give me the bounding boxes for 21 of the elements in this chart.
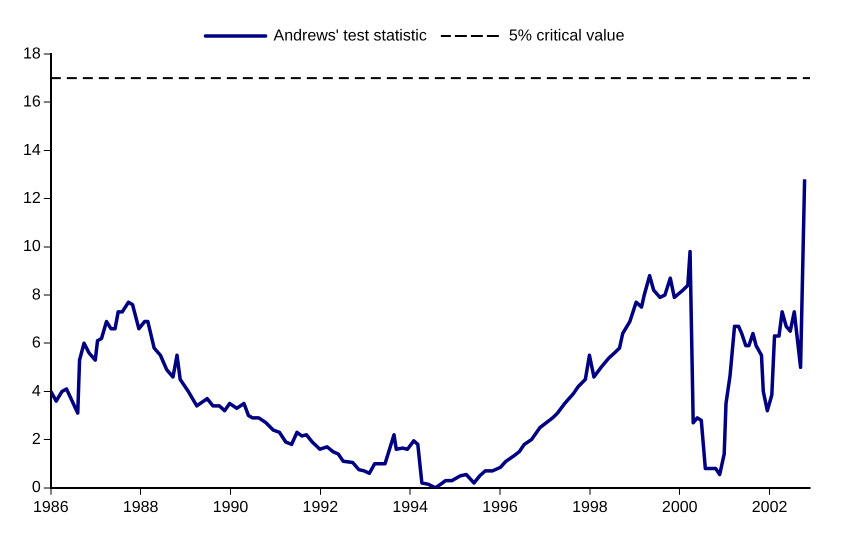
legend-label: Andrews' test statistic <box>274 27 427 44</box>
x-tick-label: 1990 <box>212 498 248 516</box>
y-tick-label: 14 <box>23 142 41 159</box>
x-tick-label: 2002 <box>752 498 788 516</box>
x-tick-label: 2000 <box>662 498 698 516</box>
y-tick-label: 16 <box>23 94 41 111</box>
x-tick-label: 1994 <box>392 498 428 516</box>
y-tick-label: 18 <box>23 45 41 62</box>
x-tick-label: 1998 <box>572 498 608 516</box>
x-tick-label: 1996 <box>482 498 518 516</box>
legend-label: 5% critical value <box>508 27 625 44</box>
y-tick-label: 4 <box>32 382 41 400</box>
y-tick-label: 12 <box>23 190 41 208</box>
y-tick-label: 10 <box>23 238 41 256</box>
y-tick-label: 2 <box>32 431 41 448</box>
y-tick-label: 0 <box>32 479 41 496</box>
x-tick-label: 1988 <box>122 498 159 516</box>
y-tick-label: 8 <box>32 286 41 304</box>
x-tick-label: 1992 <box>302 498 338 516</box>
x-tick-label: 1986 <box>33 498 69 516</box>
y-tick-label: 6 <box>32 334 41 352</box>
